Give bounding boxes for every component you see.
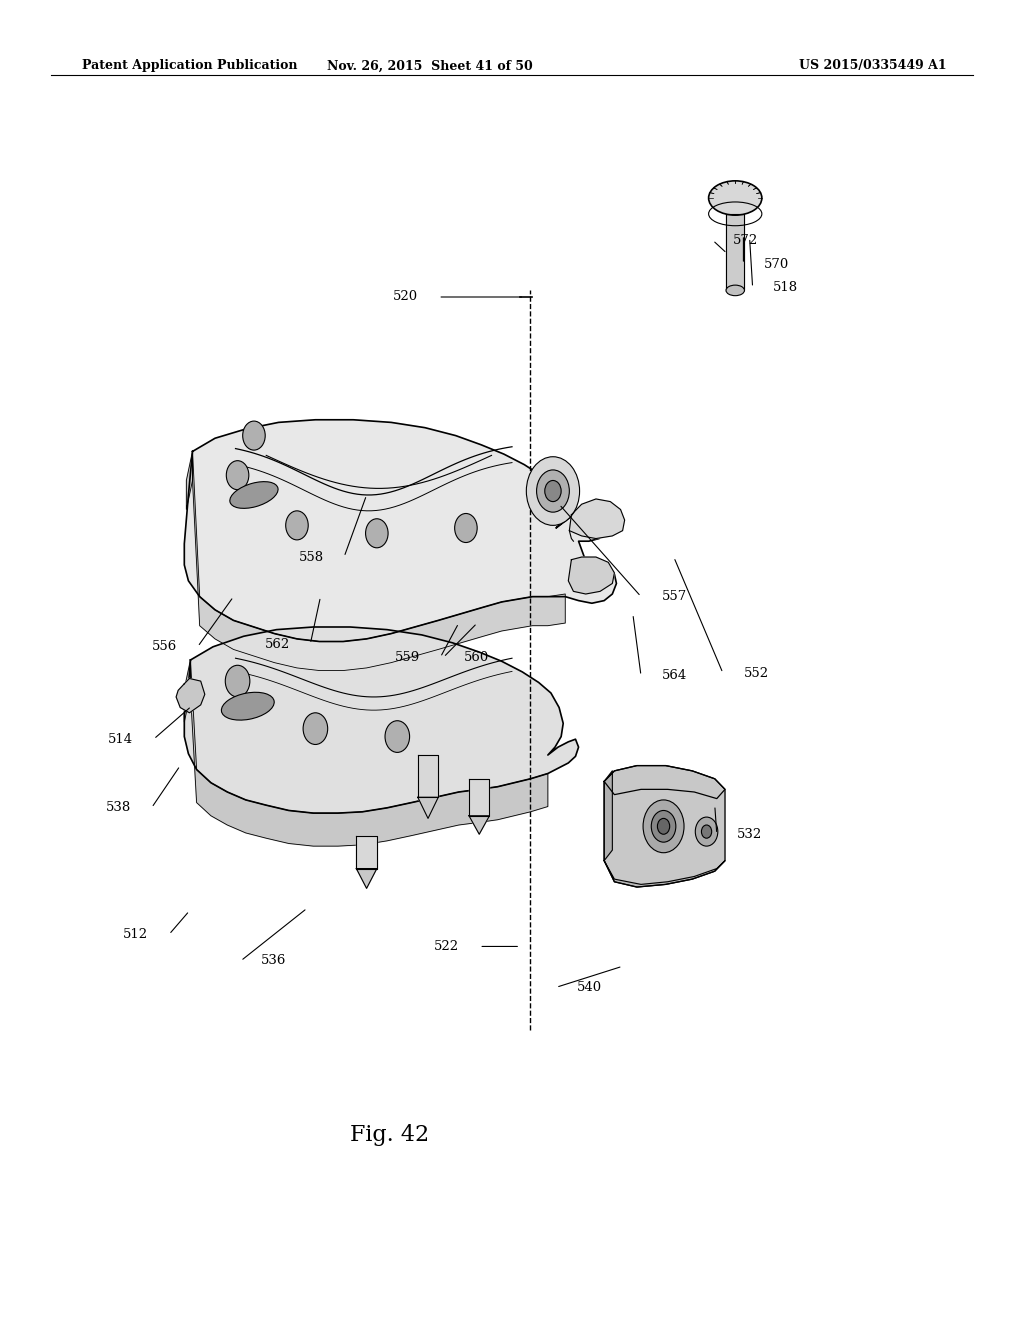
Polygon shape [469, 816, 489, 834]
Polygon shape [176, 678, 205, 713]
Ellipse shape [221, 692, 274, 721]
Circle shape [545, 480, 561, 502]
Text: Patent Application Publication: Patent Application Publication [82, 59, 297, 73]
Polygon shape [726, 214, 744, 290]
Text: 520: 520 [392, 290, 418, 304]
Circle shape [695, 817, 718, 846]
Polygon shape [184, 627, 579, 813]
Polygon shape [418, 755, 438, 797]
Polygon shape [356, 869, 377, 888]
Polygon shape [604, 766, 725, 799]
Polygon shape [604, 771, 612, 861]
Polygon shape [604, 766, 725, 887]
Text: 559: 559 [394, 651, 420, 664]
Polygon shape [568, 557, 614, 594]
Polygon shape [469, 779, 489, 816]
Circle shape [225, 665, 250, 697]
Circle shape [643, 800, 684, 853]
Text: 558: 558 [298, 550, 324, 564]
Text: 536: 536 [261, 954, 287, 968]
Circle shape [303, 713, 328, 744]
Circle shape [226, 461, 249, 490]
Text: 538: 538 [105, 801, 131, 814]
Polygon shape [569, 499, 625, 539]
Circle shape [651, 810, 676, 842]
Text: Fig. 42: Fig. 42 [349, 1125, 429, 1146]
Text: 570: 570 [764, 257, 790, 271]
Text: 572: 572 [733, 234, 759, 247]
Circle shape [701, 825, 712, 838]
Polygon shape [604, 861, 725, 887]
Circle shape [385, 721, 410, 752]
Text: 562: 562 [264, 638, 290, 651]
Circle shape [366, 519, 388, 548]
Circle shape [657, 818, 670, 834]
Text: 522: 522 [433, 940, 459, 953]
Text: 512: 512 [123, 928, 148, 941]
Polygon shape [184, 420, 616, 642]
Circle shape [526, 457, 580, 525]
Text: 556: 556 [152, 640, 177, 653]
Polygon shape [356, 836, 377, 869]
Ellipse shape [726, 285, 744, 296]
Polygon shape [190, 660, 548, 846]
Ellipse shape [709, 181, 762, 215]
Circle shape [286, 511, 308, 540]
Text: 532: 532 [737, 828, 763, 841]
Text: 564: 564 [662, 669, 687, 682]
Text: 518: 518 [773, 281, 799, 294]
Text: 552: 552 [743, 667, 769, 680]
Text: US 2015/0335449 A1: US 2015/0335449 A1 [799, 59, 946, 73]
Circle shape [243, 421, 265, 450]
Polygon shape [186, 451, 193, 510]
Circle shape [455, 513, 477, 543]
Text: Nov. 26, 2015  Sheet 41 of 50: Nov. 26, 2015 Sheet 41 of 50 [328, 59, 532, 73]
Polygon shape [418, 797, 438, 818]
Polygon shape [193, 451, 565, 671]
Ellipse shape [229, 482, 279, 508]
Circle shape [537, 470, 569, 512]
Polygon shape [184, 660, 190, 722]
Text: 557: 557 [662, 590, 687, 603]
Text: 540: 540 [577, 981, 602, 994]
Text: 514: 514 [108, 733, 133, 746]
Text: 560: 560 [464, 651, 489, 664]
